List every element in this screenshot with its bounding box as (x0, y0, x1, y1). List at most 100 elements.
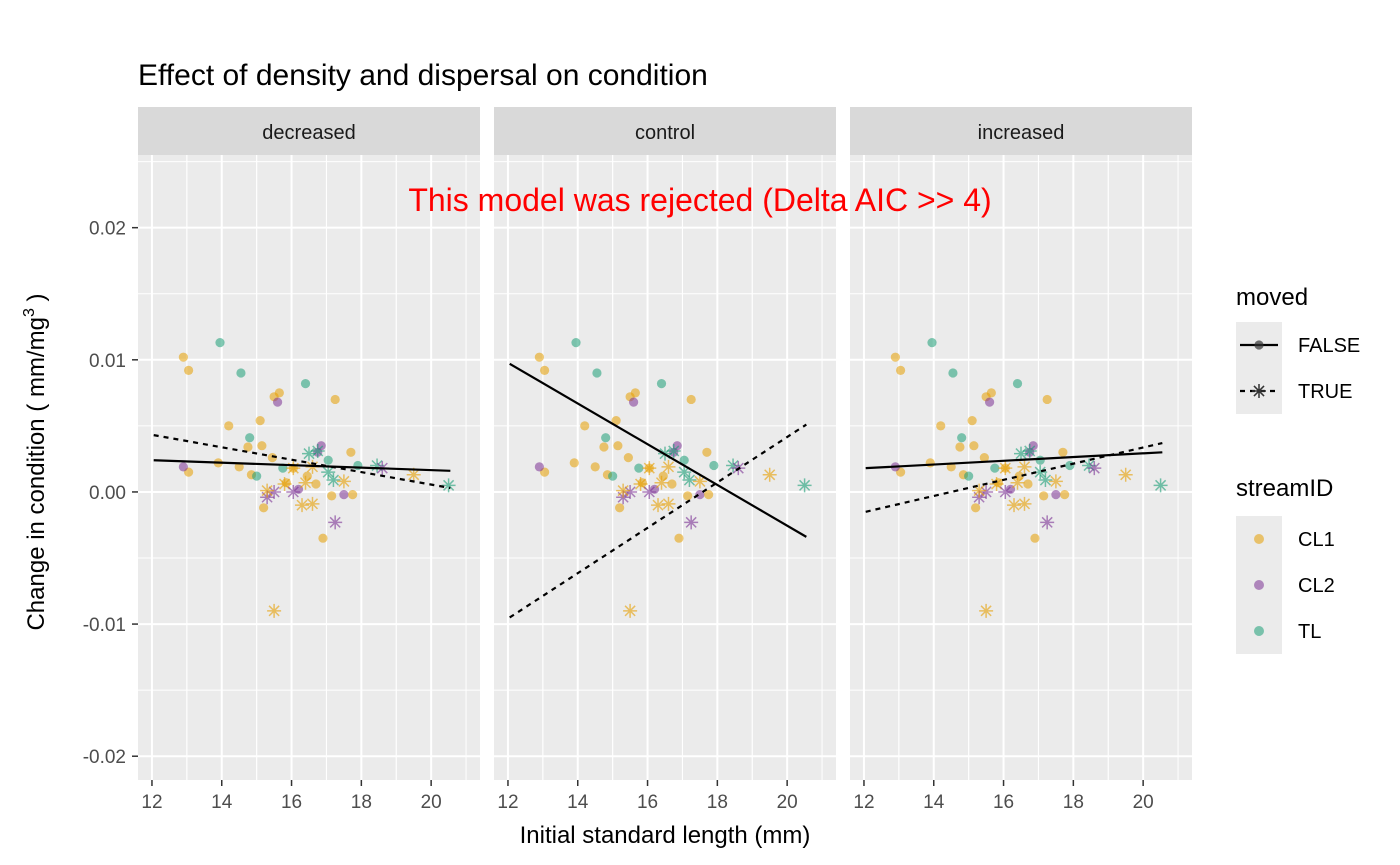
data-point-dot (967, 415, 977, 426)
data-point-dot (178, 352, 188, 362)
legend-label-moved: TRUE (1298, 381, 1352, 403)
data-point-dot (986, 388, 996, 398)
data-point-asterisk (406, 467, 421, 482)
data-point-asterisk (1007, 498, 1022, 513)
data-point-asterisk (998, 484, 1013, 499)
data-point-asterisk (972, 483, 987, 498)
data-point-asterisk (1017, 496, 1032, 511)
data-point-asterisk (623, 603, 638, 618)
data-point-asterisk (1118, 467, 1133, 482)
data-point-dot (274, 388, 284, 398)
data-point-asterisk (1010, 475, 1025, 490)
data-point-dot (252, 471, 262, 481)
data-point-dot (323, 455, 333, 465)
data-point-dot (1028, 441, 1038, 451)
data-point-dot (630, 388, 640, 398)
data-point-dot (979, 452, 989, 463)
data-point-asterisk (762, 467, 777, 482)
x-tick-label: 18 (1063, 792, 1084, 813)
data-point-asterisk (1038, 473, 1053, 488)
legend-asterisk (1252, 384, 1266, 398)
data-point-dot (580, 421, 590, 431)
data-point-dot (1065, 460, 1075, 471)
data-point-dot (234, 462, 244, 472)
data-point-dot (353, 460, 363, 471)
data-point-asterisk (1087, 461, 1102, 476)
chart-title: Effect of density and dispersal on condi… (138, 59, 708, 92)
legend-stream-dot (1254, 580, 1264, 590)
data-point-dot (1039, 491, 1049, 501)
data-point-dot (628, 397, 639, 407)
legend-dot (1254, 340, 1264, 350)
data-point-dot (674, 533, 684, 543)
x-tick-label: 20 (421, 792, 442, 813)
data-point-asterisk (616, 483, 631, 498)
legend-stream-dot (1254, 534, 1264, 544)
fit-line-true (153, 434, 451, 490)
data-point-asterisk (633, 477, 648, 492)
data-point-dot (184, 365, 194, 375)
data-point-dot (302, 471, 312, 481)
x-tick-label: 16 (637, 792, 658, 813)
data-point-dot (255, 415, 265, 426)
x-tick-label: 12 (141, 792, 162, 813)
y-tick-label: -0.01 (83, 615, 126, 636)
data-point-dot (316, 441, 326, 451)
data-point-dot (1030, 533, 1040, 543)
x-tick-label: 20 (1133, 792, 1154, 813)
data-point-asterisk (1017, 459, 1032, 474)
data-point-asterisk (1022, 443, 1037, 458)
data-point-asterisk (682, 473, 697, 488)
x-axis-label: Initial standard length (mm) (520, 822, 811, 849)
y-tick-label: 0.01 (89, 351, 126, 372)
legend-stream-dot (1254, 626, 1264, 636)
facet-strip (494, 107, 836, 155)
facet-panel-decreased: decreased 12 14 16 18 20 (138, 107, 480, 813)
data-point-asterisk (989, 477, 1004, 492)
data-point-dot (925, 458, 935, 468)
data-point-dot (1058, 447, 1068, 457)
y-tick-label: 0.00 (89, 483, 126, 504)
x-tick-label: 18 (351, 792, 372, 813)
y-axis-label: Change in condition ( mm/mg3 ) (21, 293, 50, 630)
data-point-dot (534, 462, 544, 472)
data-point-asterisk (1033, 465, 1048, 480)
data-point-asterisk (1153, 478, 1168, 493)
data-point-asterisk (692, 474, 707, 489)
data-point-dot (178, 462, 188, 472)
data-point-dot (1012, 378, 1023, 389)
legend: moved FALSE TRUE streamID CL1 CL2 TL (1236, 284, 1360, 654)
data-point-dot (702, 447, 712, 457)
data-point-asterisk (370, 458, 385, 473)
rejection-annotation: This model was rejected (Delta AIC >> 4) (408, 182, 991, 218)
data-point-dot (1023, 479, 1033, 489)
data-point-dot (348, 489, 358, 500)
legend-label-moved: FALSE (1298, 335, 1360, 357)
data-point-dot (339, 489, 349, 500)
data-point-dot (667, 479, 677, 489)
data-point-asterisk (684, 515, 699, 530)
y-axis-label-main: Change in condition ( mm/mg (23, 317, 50, 630)
data-point-asterisk (797, 478, 812, 493)
data-point-dot (948, 368, 958, 378)
data-point-asterisk (654, 475, 669, 490)
data-point-asterisk (326, 473, 341, 488)
legend-label-stream: CL1 (1298, 529, 1335, 551)
y-tick-label: 0.02 (89, 219, 126, 240)
data-point-dot (695, 489, 705, 500)
data-point-dot (984, 397, 995, 407)
facet-strip (850, 107, 1192, 155)
facet-strip-label: control (635, 122, 695, 144)
data-point-dot (957, 433, 967, 443)
facet-strip-label: increased (978, 122, 1065, 144)
fit-line-true (509, 423, 807, 619)
data-point-dot (658, 471, 668, 481)
data-point-dot (272, 397, 283, 407)
x-tick-label: 18 (707, 792, 728, 813)
data-point-asterisk (286, 484, 301, 499)
data-point-dot (267, 452, 277, 463)
data-point-asterisk (666, 443, 681, 458)
fit-line-false (509, 362, 807, 538)
data-point-dot (571, 338, 581, 348)
data-point-dot (330, 394, 340, 405)
